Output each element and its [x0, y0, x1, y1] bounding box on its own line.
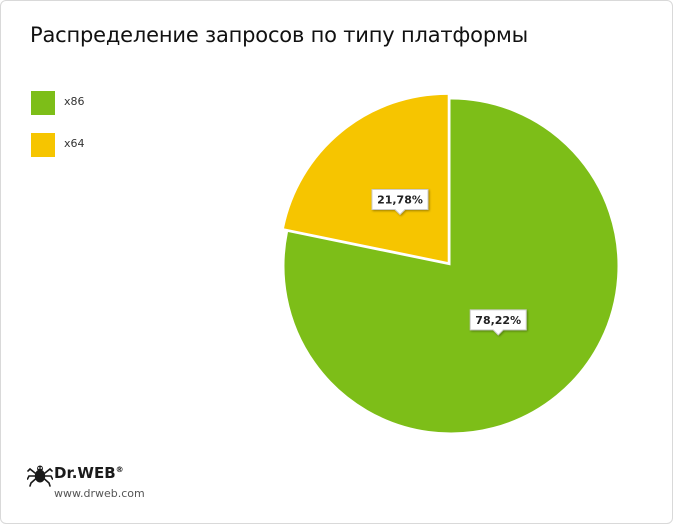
chart-title: Распределение запросов по типу платформы [30, 23, 528, 47]
legend-swatch-x86 [31, 91, 55, 115]
drweb-logo: Dr.WEB® [26, 463, 124, 491]
data-label-text: 78,22% [475, 314, 521, 327]
logo-text: Dr.WEB® [54, 464, 124, 482]
spider-icon [26, 465, 54, 487]
data-label-x64: 21,78% [371, 188, 429, 216]
data-label-box [371, 188, 429, 216]
pie-slice-x86[interactable] [284, 99, 618, 433]
legend-label-x86: x86 [64, 95, 85, 108]
data-label-x86: 78,22% [469, 309, 527, 336]
website-url[interactable]: www.drweb.com [54, 487, 145, 500]
pie-slice-x64[interactable] [284, 94, 448, 262]
legend-swatch-x64 [31, 133, 55, 157]
legend-label-x64: x64 [64, 137, 85, 150]
data-label-text: 21,78% [377, 193, 423, 206]
data-label-box [469, 309, 527, 336]
